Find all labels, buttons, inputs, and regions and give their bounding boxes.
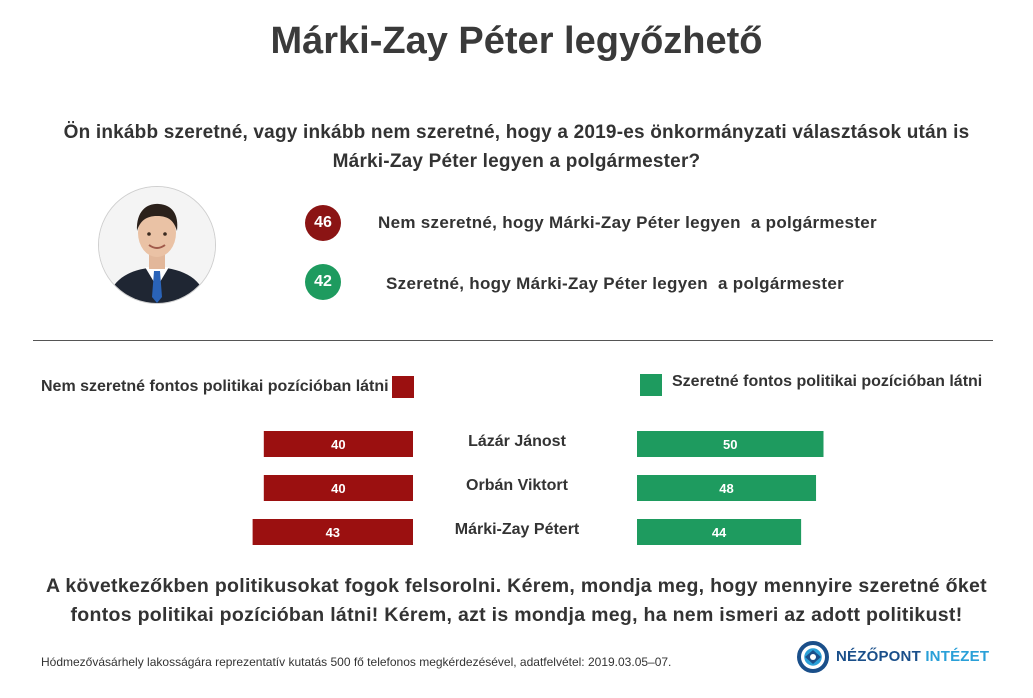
legend-negative-label: Nem szeretné fontos politikai pozícióban…: [41, 378, 389, 395]
bar-positive-value: 50: [723, 437, 737, 452]
logo-text-part2: INTÉZET: [925, 648, 990, 665]
bar-positive-value: 48: [719, 481, 733, 496]
bar-negative: [263, 431, 413, 457]
logo-text: NÉZŐPONT INTÉZET: [836, 648, 989, 665]
bar-negative: [252, 519, 413, 545]
answer-label-yes: Szeretné, hogy Márki-Zay Péter legyen a …: [386, 274, 845, 293]
bar-positive: [637, 475, 817, 501]
survey-instruction: A következőkben politikusokat fogok fels…: [20, 572, 1013, 630]
bar-positive-value: 44: [712, 525, 727, 540]
legend-positive-swatch: [640, 374, 662, 396]
section-divider: [33, 340, 993, 341]
category-label: Lázár Jánost: [468, 433, 566, 450]
bar-negative-value: 43: [326, 525, 340, 540]
legend-negative-swatch: [392, 376, 414, 398]
answer-badge-no: 46: [305, 205, 341, 241]
bar-positive: [637, 431, 824, 457]
answer-badge-yes: 42: [305, 264, 341, 300]
bar-positive: [637, 519, 802, 545]
category-label: Márki-Zay Pétert: [455, 521, 580, 538]
question-line-2: Márki-Zay Péter legyen a polgármester?: [332, 151, 701, 172]
bar-negative-value: 40: [331, 437, 345, 452]
survey-question: Ön inkább szeretné, vagy inkább nem szer…: [30, 118, 1003, 176]
bar-negative-value: 40: [331, 481, 345, 496]
page-title: Márki-Zay Péter legyőzhető: [270, 20, 763, 62]
instruction-line-2: fontos politikai pozícióban látni! Kérem…: [70, 604, 963, 626]
instruction-line-1: A következőkben politikusokat fogok fels…: [46, 575, 987, 597]
legend-positive-label: Szeretné fontos politikai pozícióban lát…: [672, 373, 983, 390]
person-icon: [99, 187, 215, 303]
question-line-1: Ön inkább szeretné, vagy inkább nem szer…: [63, 122, 970, 143]
portrait-photo: [98, 186, 216, 304]
logo-text-part1: NÉZŐPONT: [836, 648, 921, 665]
bar-negative: [263, 475, 413, 501]
answer-label-no: Nem szeretné, hogy Márki-Zay Péter legye…: [378, 213, 877, 232]
nezopont-logo-icon: [797, 641, 829, 673]
category-label: Orbán Viktort: [466, 477, 569, 494]
diverging-bar-chart: 40 Lázár Jánost 50 40 Orbán Viktort 48 43 Márki…: [252, 431, 824, 545]
footnote: Hódmezővásárhely lakosságára reprezentat…: [41, 655, 672, 669]
